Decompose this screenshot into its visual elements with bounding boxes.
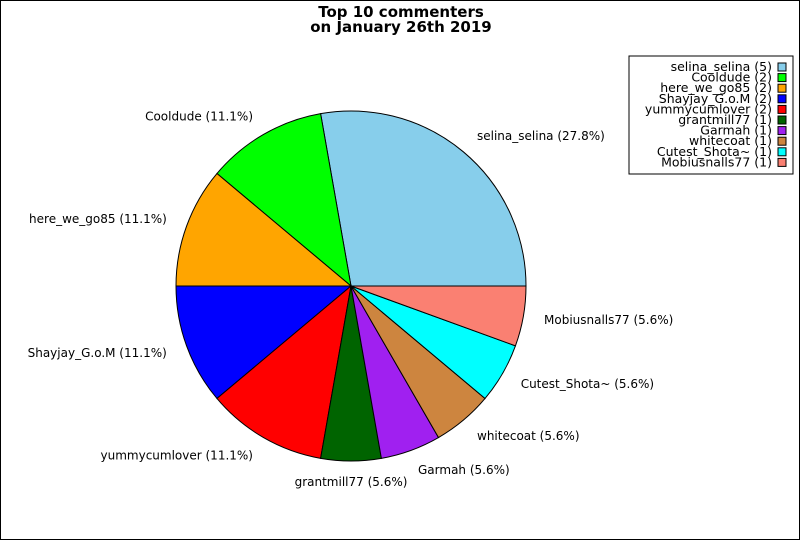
slice-label-1: Cooldude (11.1%) — [145, 109, 253, 123]
slice-labels: selina_selina (27.8%) Cooldude (11.1%) her… — [28, 109, 674, 489]
slice-label-3: Shayjay_G.o.M (11.1%) — [28, 346, 167, 360]
legend-swatch-7 — [777, 136, 787, 146]
legend-label-0: selina_selina (5) — [671, 59, 772, 74]
legend-swatch-2 — [777, 83, 787, 93]
pie-slice-2 — [175, 172, 353, 287]
slice-label-9: Mobiusnalls77 (5.6%) — [544, 313, 673, 327]
legend-swatch-4 — [777, 104, 787, 114]
slice-label-4: yummycumlover (11.1%) — [101, 449, 253, 463]
legend-swatch-8 — [777, 147, 787, 157]
slice-label-8: Cutest_Shota~ (5.6%) — [521, 377, 654, 391]
legend-swatch-6 — [777, 126, 787, 136]
legend-box — [628, 55, 794, 175]
legend-swatch-9 — [777, 157, 787, 167]
slice-label-2: here_we_go85 (11.1%) — [29, 212, 167, 226]
slice-label-6: Garmah (5.6%) — [418, 463, 510, 477]
legend-label-8: Cutest_Shota~ (1) — [657, 144, 772, 159]
legend-label-3: Shayjay_G.o.M (2) — [659, 91, 772, 106]
legend-label-1: Cooldude (2) — [691, 70, 772, 85]
legend-swatch-0 — [777, 62, 787, 72]
legend: selina_selina (5)Cooldude (2)here_we_go8… — [628, 55, 794, 175]
slice-label-0: selina_selina (27.8%) — [477, 129, 605, 143]
legend-label-7: whitecoat (1) — [689, 133, 772, 148]
pie-slice-3 — [175, 285, 353, 400]
legend-label-9: Mobiusnalls77 (1) — [661, 154, 772, 169]
legend-swatch-3 — [777, 94, 787, 104]
chart-title: Top 10 commenters — [318, 3, 484, 21]
slice-label-7: whitecoat (5.6%) — [477, 429, 580, 443]
legend-label-4: yummycumlover (2) — [645, 101, 772, 116]
slice-label-5: grantmill77 (5.6%) — [295, 475, 408, 489]
legend-swatch-5 — [777, 115, 787, 125]
legend-swatch-1 — [777, 73, 787, 83]
legend-label-2: here_we_go85 (2) — [660, 80, 772, 95]
legend-label-6: Garmah (1) — [700, 123, 772, 138]
pie-slice-4 — [216, 284, 352, 459]
chart-subtitle: on January 26th 2019 — [310, 18, 491, 36]
pie-slices — [175, 110, 527, 462]
pie-slice-0 — [320, 110, 527, 287]
legend-label-5: grantmill77 (1) — [678, 112, 772, 127]
pie-slice-1 — [216, 113, 352, 288]
pie-slice-9 — [350, 285, 527, 347]
